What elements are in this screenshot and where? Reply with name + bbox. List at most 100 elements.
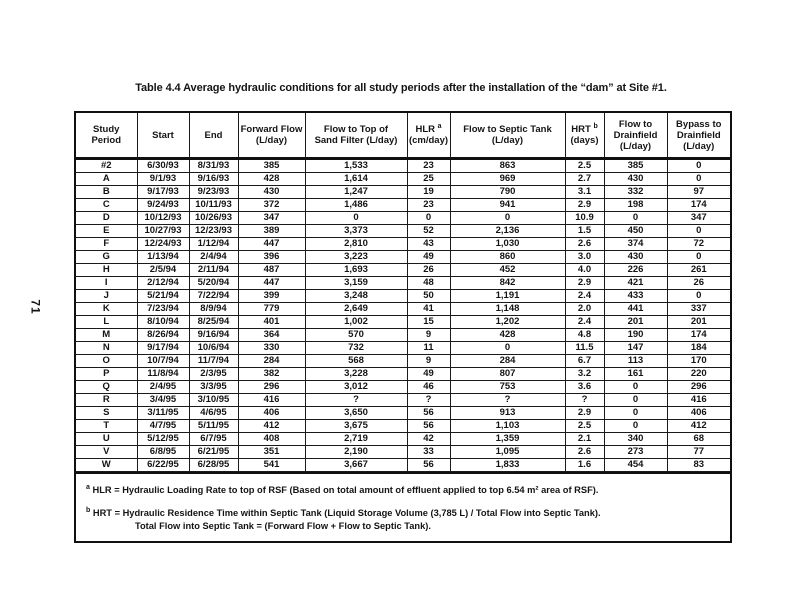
table-cell: 430 — [603, 172, 668, 186]
table-cell: H — [76, 263, 138, 277]
table-cell: 941 — [449, 198, 566, 212]
table-row: I 2/12/94 5/20/94 447 3,159 48 842 2.9 421 26 — [76, 276, 730, 290]
table-cell: 10/7/94 — [136, 354, 190, 368]
table-cell: 11/8/94 — [136, 367, 190, 381]
table-cell: 2.9 — [564, 406, 605, 420]
column-header-start: Start — [136, 113, 190, 160]
table-cell: 1,247 — [304, 185, 408, 199]
table-cell: 450 — [603, 224, 668, 238]
table-cell: 0 — [603, 406, 668, 420]
footnote-hrt-text: HRT = Hydraulic Residence Time within Se… — [92, 508, 601, 519]
table-cell: 3/4/95 — [136, 393, 190, 407]
column-header-flow-to-sand-filter: Flow to Top of Sand Filter (L/day) — [304, 113, 408, 160]
table-cell: 3,650 — [304, 406, 408, 420]
table-cell: 2.7 — [564, 172, 605, 186]
table-row: S 3/11/95 4/6/95 406 3,650 56 913 2.9 0 406 — [76, 406, 730, 420]
table-cell: 6.7 — [564, 354, 605, 368]
table-cell: 33 — [406, 445, 451, 459]
table-cell: 396 — [237, 250, 306, 264]
table-cell: 441 — [603, 302, 668, 316]
table-cell: 10.9 — [564, 211, 605, 225]
table-cell: 41 — [406, 302, 451, 316]
table-cell: 8/10/94 — [136, 315, 190, 329]
table-cell: 779 — [237, 302, 306, 316]
table-cell: 2/5/94 — [136, 263, 190, 277]
table-cell: 6/22/95 — [136, 458, 190, 472]
table-row: J 5/21/94 7/22/94 399 3,248 50 1,191 2.4 433 0 — [76, 289, 730, 303]
table-cell: 6/21/95 — [188, 445, 239, 459]
table-cell: 1,533 — [304, 158, 408, 173]
table-cell: 2/11/94 — [188, 263, 239, 277]
table-cell: 42 — [406, 432, 451, 446]
table-cell: 1,202 — [449, 315, 566, 329]
table-cell: 421 — [603, 276, 668, 290]
table-cell: ? — [406, 393, 451, 407]
table-cell: D — [76, 211, 138, 225]
table-cell: 0 — [666, 224, 730, 238]
table-cell: 1.6 — [564, 458, 605, 472]
table-cell: 161 — [603, 367, 668, 381]
table-title: Table 4.4 Average hydraulic conditions f… — [135, 82, 667, 94]
table-cell: C — [76, 198, 138, 212]
table-cell: 2/4/94 — [188, 250, 239, 264]
table-cell: 9/1/93 — [136, 172, 190, 186]
column-header-hlr: HLR a (cm/day) — [406, 113, 451, 160]
table-row: K 7/23/94 8/9/94 779 2,649 41 1,148 2.0 441 337 — [76, 302, 730, 316]
column-header-bypass-to-drainfield: Bypass to Drainfield (L/day) — [666, 113, 730, 160]
table-cell: 2/3/95 — [188, 367, 239, 381]
column-header-forward-flow: Forward Flow (L/day) — [237, 113, 306, 160]
table-cell: 860 — [449, 250, 566, 264]
table-cell: P — [76, 367, 138, 381]
table-cell: 11/7/94 — [188, 354, 239, 368]
table-cell: 2,719 — [304, 432, 408, 446]
table-cell: K — [76, 302, 138, 316]
table-cell: 97 — [666, 185, 730, 199]
table-cell: 56 — [406, 458, 451, 472]
table-cell: 23 — [406, 158, 451, 173]
table-cell: S — [76, 406, 138, 420]
table-cell: 412 — [237, 419, 306, 433]
table-row: C 9/24/93 10/11/93 372 1,486 23 941 2.9 198 174 — [76, 198, 730, 212]
table-cell: 5/12/95 — [136, 432, 190, 446]
table-cell: A — [76, 172, 138, 186]
table-cell: 2.4 — [564, 289, 605, 303]
table-cell: 56 — [406, 419, 451, 433]
table-cell: 399 — [237, 289, 306, 303]
table-cell: 83 — [666, 458, 730, 472]
page-number: 71 — [28, 299, 43, 315]
table-cell: 1,103 — [449, 419, 566, 433]
table-cell: 406 — [237, 406, 306, 420]
table-cell: 447 — [237, 237, 306, 251]
table-cell: 0 — [449, 341, 566, 355]
table-cell: E — [76, 224, 138, 238]
table-cell: 3,159 — [304, 276, 408, 290]
table-cell: 2,136 — [449, 224, 566, 238]
table-cell: 1,002 — [304, 315, 408, 329]
table-cell: 340 — [603, 432, 668, 446]
table-cell: 273 — [603, 445, 668, 459]
table-cell: 4/7/95 — [136, 419, 190, 433]
table-cell: 568 — [304, 354, 408, 368]
table-cell: 5/20/94 — [188, 276, 239, 290]
table-cell: 412 — [666, 419, 730, 433]
table-cell: 9/16/94 — [188, 328, 239, 342]
table-cell: 863 — [449, 158, 566, 173]
table-cell: 2.9 — [564, 276, 605, 290]
table-cell: 261 — [666, 263, 730, 277]
table-cell: 284 — [237, 354, 306, 368]
table-cell: 2.6 — [564, 445, 605, 459]
table-cell: 198 — [603, 198, 668, 212]
table-cell: 49 — [406, 250, 451, 264]
table-cell: 1,359 — [449, 432, 566, 446]
table-cell: 3.2 — [564, 367, 605, 381]
table-cell: 11.5 — [564, 341, 605, 355]
table-cell: 4.0 — [564, 263, 605, 277]
table-cell: 19 — [406, 185, 451, 199]
table-cell: 10/11/93 — [188, 198, 239, 212]
table-cell: 9/16/93 — [188, 172, 239, 186]
table-row: A 9/1/93 9/16/93 428 1,614 25 969 2.7 430 0 — [76, 172, 730, 186]
table-row: #2 6/30/93 8/31/93 385 1,533 23 863 2.5 385 0 — [76, 158, 730, 173]
table-cell: 3.0 — [564, 250, 605, 264]
table-cell: 9/24/93 — [136, 198, 190, 212]
